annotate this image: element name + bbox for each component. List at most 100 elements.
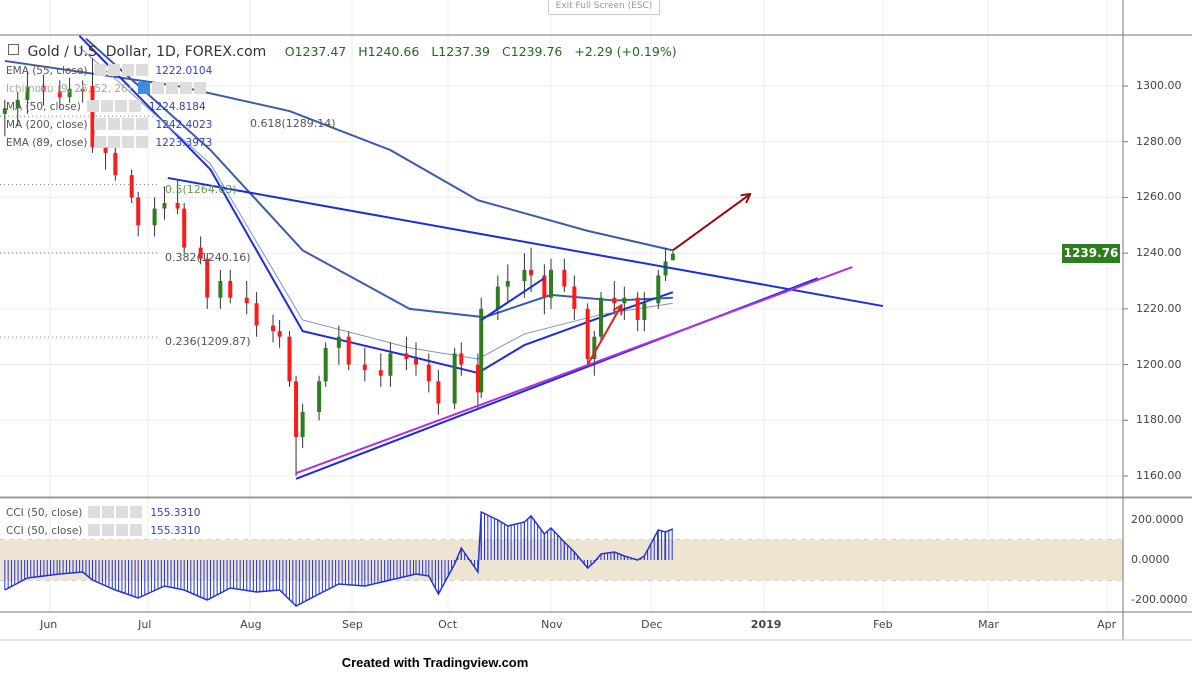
close-icon[interactable]: [135, 136, 148, 148]
candle-body: [585, 308, 590, 359]
eye-icon[interactable]: [93, 136, 106, 148]
candle-body: [404, 353, 409, 359]
candle-body: [218, 281, 223, 298]
legend-cci-2[interactable]: CCI (50, close) 155.3310: [6, 524, 200, 537]
trendline-drawing: [167, 176, 884, 308]
eye-icon[interactable]: [93, 64, 106, 76]
plus-icon[interactable]: [114, 100, 127, 112]
cci-line: [4, 510, 674, 607]
gear-icon[interactable]: [107, 64, 120, 76]
candle-body: [622, 297, 627, 304]
candle-body: [317, 381, 322, 412]
time-tick-label: Dec: [641, 618, 663, 631]
arrow-drawing: [586, 306, 621, 366]
price-tick-label: 1300.00: [1136, 79, 1182, 92]
candle-body: [642, 303, 647, 320]
candle-body: [599, 297, 603, 337]
candle-body: [346, 336, 351, 365]
close-icon[interactable]: [128, 100, 141, 112]
legend-buttons[interactable]: [93, 136, 150, 149]
candle-body: [436, 381, 441, 404]
eye-icon[interactable]: [88, 506, 101, 518]
price-tick-label: 1240.00: [1136, 246, 1182, 260]
legend-cci-1[interactable]: CCI (50, close) 155.3310: [6, 506, 200, 519]
braces-icon[interactable]: [165, 82, 178, 94]
collapse-icon[interactable]: [8, 44, 19, 55]
plus-icon[interactable]: [116, 506, 129, 518]
price-tick-label: 1160.00: [1136, 469, 1182, 482]
legend-buttons[interactable]: [86, 100, 143, 113]
candle-body: [152, 208, 157, 226]
legend-value: 1222.0104: [155, 65, 213, 77]
time-tick-label: Nov: [541, 618, 563, 631]
legend-label: CCI (50, close): [6, 525, 83, 537]
plus-icon[interactable]: [179, 82, 192, 94]
fib-label-0382: 0.382(1240.16): [165, 251, 251, 264]
candle-body: [103, 147, 108, 153]
high-value: H1240.66: [358, 44, 420, 59]
candle-body: [80, 88, 85, 92]
cci-series: [4, 510, 674, 607]
candle-body: [129, 175, 134, 198]
candle-body: [388, 353, 393, 376]
symbol-header: Gold / U.S. Dollar, 1D, FOREX.com O1237.…: [8, 44, 685, 60]
legend-buttons[interactable]: [93, 118, 150, 131]
eye-icon[interactable]: [86, 100, 99, 112]
legend-buttons[interactable]: [88, 506, 144, 519]
exit-fullscreen-button[interactable]: Exit Full Screen (ESC): [548, 0, 660, 15]
candle-body: [198, 247, 203, 259]
legend-ema55[interactable]: EMA (55, close) 1222.0104: [6, 64, 212, 77]
candle-body: [612, 297, 617, 304]
candle-body: [542, 275, 547, 298]
legend-buttons[interactable]: [93, 64, 150, 77]
eye-icon[interactable]: [88, 524, 101, 536]
gear-icon[interactable]: [102, 506, 115, 518]
candle-body: [90, 86, 95, 148]
legend-ema89[interactable]: EMA (89, close) 1223.3973: [6, 136, 212, 149]
plus-icon[interactable]: [121, 64, 134, 76]
plus-icon[interactable]: [121, 136, 134, 148]
gear-icon[interactable]: [102, 524, 115, 536]
gear-icon[interactable]: [151, 82, 164, 94]
candle-body: [572, 286, 577, 309]
candle-body: [505, 281, 510, 287]
fib-label-0236: 0.236(1209.87): [165, 335, 251, 348]
close-icon[interactable]: [135, 64, 148, 76]
close-icon[interactable]: [135, 118, 148, 130]
gear-icon[interactable]: [100, 100, 113, 112]
ohlc-values: O1237.47 H1240.66 L1237.39 C1239.76 +2.2…: [285, 44, 685, 59]
candle-body: [452, 353, 457, 404]
legend-buttons[interactable]: [137, 82, 208, 95]
legend-label: CCI (50, close): [6, 507, 83, 519]
footer-credit: Created with Tradingview.com: [341, 655, 529, 670]
legend-buttons[interactable]: [88, 524, 144, 537]
candle-body: [25, 86, 30, 100]
legend-ichimoku[interactable]: Ichimoku (9, 26, 52, 26): [6, 82, 208, 95]
time-tick-label: 2019: [750, 618, 782, 631]
plus-icon[interactable]: [116, 524, 129, 536]
plus-icon[interactable]: [121, 118, 134, 130]
legend-ma50[interactable]: MA (50, close) 1224.8184: [6, 100, 206, 113]
fib-label-05: 0.5(1264.63): [165, 183, 237, 196]
eye-off-icon[interactable]: [137, 82, 150, 94]
last-price-tag: 1239.76: [1062, 244, 1120, 263]
gear-icon[interactable]: [107, 118, 120, 130]
cci-tick-label: 0.0000: [1131, 553, 1170, 566]
symbol-title[interactable]: Gold / U.S. Dollar, 1D, FOREX.com: [27, 44, 267, 60]
time-tick-label: Aug: [240, 618, 262, 631]
close-icon[interactable]: [130, 506, 143, 518]
legend-value: 1223.3973: [155, 137, 213, 149]
candle-body: [2, 108, 7, 114]
legend-ma200[interactable]: MA (200, close) 1242.4023: [6, 118, 212, 131]
close-icon[interactable]: [130, 524, 143, 536]
eye-icon[interactable]: [93, 118, 106, 130]
candle-body: [529, 269, 534, 276]
candle-body: [254, 303, 259, 326]
legend-value: 155.3310: [150, 525, 201, 537]
candle-body: [522, 269, 527, 281]
gear-icon[interactable]: [107, 136, 120, 148]
legend-label: EMA (55, close): [6, 65, 88, 77]
time-tick-label: Apr: [1097, 618, 1117, 631]
fib-label-0618: 0.618(1289.14): [250, 117, 336, 130]
close-icon[interactable]: [193, 82, 206, 94]
